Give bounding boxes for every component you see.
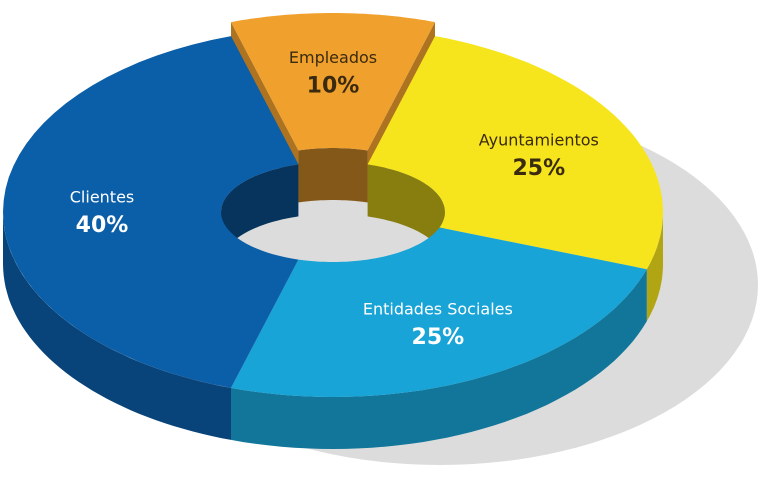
slice-name: Clientes [70, 188, 135, 207]
slice-value: 40% [76, 213, 129, 238]
slice [3, 36, 299, 388]
slice-side [3, 212, 231, 440]
slice-value: 10% [307, 74, 360, 99]
slice-name: Entidades Sociales [363, 299, 513, 318]
slice-value: 25% [512, 156, 565, 181]
slice-name: Empleados [289, 48, 377, 67]
slice-inner [367, 164, 445, 264]
slice [231, 13, 435, 151]
slice-value: 25% [412, 325, 465, 350]
slice [231, 227, 647, 397]
slice-side [646, 212, 663, 322]
slice-side [231, 269, 647, 449]
slice [367, 36, 663, 270]
slice-inner [298, 148, 368, 203]
slice-inner [221, 164, 299, 264]
slice-name: Ayuntamientos [479, 131, 599, 150]
